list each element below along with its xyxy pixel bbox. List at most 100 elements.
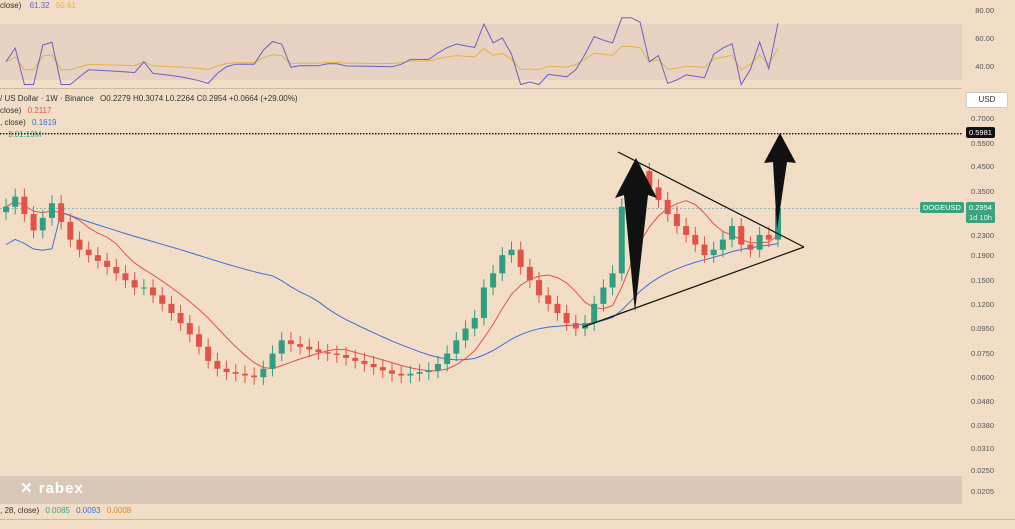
ma3-value: 3.01.19M <box>8 130 42 139</box>
candle-body <box>297 344 304 347</box>
candle-body <box>480 287 487 318</box>
candle-body <box>434 363 441 371</box>
price-axis-9: 0.1200 <box>971 300 994 309</box>
candle-body <box>122 273 129 281</box>
price-axis-10: 0.0950 <box>971 324 994 333</box>
candle-body <box>554 303 561 314</box>
candle-body <box>756 234 763 250</box>
price-axis-8: 0.1500 <box>971 276 994 285</box>
candle-body <box>655 187 662 200</box>
candle-body <box>536 280 543 296</box>
price-axis-14: 0.0380 <box>971 421 994 430</box>
candle-body <box>168 303 175 314</box>
ohlc-values: O0.2279 H0.3074 L0.2264 C0.2954 +0.0664 … <box>100 94 298 103</box>
candle-body <box>241 373 248 376</box>
price-axis-16: 0.0250 <box>971 466 994 475</box>
volume-legend-prefix: , 28, close) <box>0 506 40 515</box>
candle-body <box>490 273 497 288</box>
candle-body <box>140 287 147 289</box>
candle-body <box>159 295 166 304</box>
price-axis-2: 0.5500 <box>971 139 994 148</box>
candle-body <box>425 370 432 373</box>
candle-body <box>618 206 625 274</box>
candle-body <box>416 372 423 374</box>
impulse-arrow <box>615 158 657 312</box>
price-axis-0: 0.7000 <box>971 114 994 123</box>
candle-body <box>370 363 377 368</box>
candle-body <box>526 266 533 281</box>
candle-body <box>646 171 653 188</box>
candle-body <box>94 255 101 261</box>
candle-body <box>719 239 726 250</box>
candle-body <box>260 368 267 378</box>
candle-body <box>186 323 193 335</box>
candle-body <box>453 340 460 354</box>
candle-body <box>389 370 395 374</box>
candle-body <box>315 349 322 353</box>
rsi-axis-80: 80.00 <box>975 6 994 15</box>
ma1-value: 0.2117 <box>27 106 52 115</box>
candle-body <box>131 280 138 288</box>
candle-body <box>58 203 65 222</box>
candle-body <box>48 203 55 218</box>
candle-body <box>278 340 285 354</box>
candle-body <box>343 355 350 358</box>
candle-body <box>609 273 616 288</box>
candle-body <box>775 208 781 240</box>
price-axis-6: 0.2300 <box>971 231 994 240</box>
candle-body <box>591 303 598 324</box>
ma-red-line <box>5 200 779 372</box>
candle-body <box>600 287 607 304</box>
candle-body <box>673 214 680 227</box>
ma3-legend: 3.01.19M <box>8 130 41 140</box>
candle-body <box>683 226 690 235</box>
candle-body <box>21 196 28 215</box>
rsi-legend-prefix: close) <box>0 1 22 10</box>
candle-body <box>214 360 221 369</box>
candle-body <box>177 313 184 324</box>
candle-body <box>76 239 83 250</box>
candle-body <box>67 221 74 240</box>
candle-body <box>517 249 524 267</box>
candle-body <box>701 244 708 256</box>
candle-body <box>738 226 745 245</box>
rsi-legend: close) 61.32 50.61 <box>0 1 76 11</box>
countdown-tag: 1d 10h <box>966 212 995 223</box>
candle-body <box>352 357 359 361</box>
volume-pane <box>0 476 962 504</box>
symbol-title: / US Dollar · 1W · Binance <box>0 94 94 103</box>
candle-body <box>462 328 469 341</box>
watermark-text: rabex <box>38 480 84 497</box>
target-arrow <box>764 133 796 230</box>
bottom-divider <box>0 519 1015 520</box>
candle-body <box>379 367 386 371</box>
ma2-legend: , close) 0.1619 <box>0 118 57 128</box>
candle-body <box>306 346 313 350</box>
candle-body <box>12 196 19 207</box>
triangle-upper-line <box>617 151 805 248</box>
currency-button[interactable]: USD <box>966 92 1008 108</box>
ma2-value: 0.1619 <box>32 118 57 127</box>
candle-body <box>251 375 258 378</box>
candle-body <box>361 360 368 364</box>
rsi-axis-60: 60.00 <box>975 34 994 43</box>
candle-body <box>471 317 478 329</box>
ma2-prefix: , close) <box>0 118 26 127</box>
candle-body <box>692 234 699 245</box>
candle-body <box>545 295 552 304</box>
rsi-value: 61.32 <box>29 1 50 10</box>
candle-body <box>508 249 515 256</box>
pane-divider <box>0 88 962 89</box>
candle-body <box>85 249 92 256</box>
price-axis-7: 0.1900 <box>971 251 994 260</box>
rsi-band <box>0 24 962 80</box>
candle-body <box>223 368 230 373</box>
candle-body <box>765 234 772 240</box>
target-price-tag: 0.5981 <box>966 127 995 138</box>
symbol-tag: DOGEUSD <box>920 202 964 213</box>
price-axis-15: 0.0310 <box>971 444 994 453</box>
candle-body <box>747 244 754 250</box>
candle-body <box>499 255 506 274</box>
